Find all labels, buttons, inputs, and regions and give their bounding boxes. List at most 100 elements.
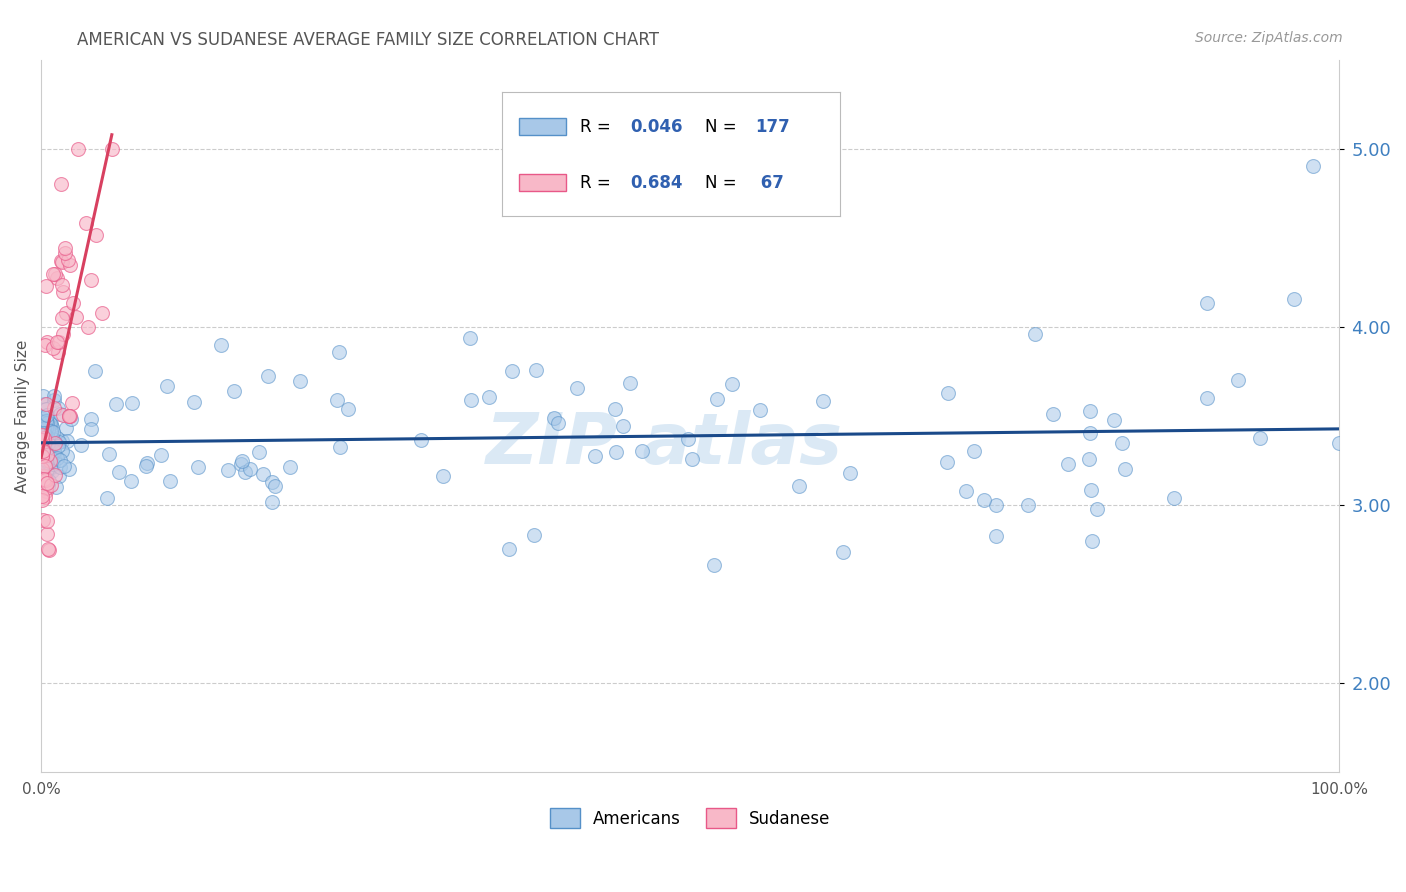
- Text: ZIP atlas: ZIP atlas: [485, 409, 842, 479]
- Point: [35, 401, 58, 416]
- Point: [1114, 461, 1136, 475]
- Point: [681, 451, 703, 466]
- Point: [31, 444, 53, 458]
- Point: [58, 409, 80, 423]
- Point: [1081, 533, 1104, 548]
- Point: [107, 465, 129, 479]
- Point: [35, 421, 58, 435]
- Point: [42, 446, 65, 460]
- Point: [31, 434, 53, 448]
- Point: [703, 558, 725, 572]
- Point: [32, 513, 55, 527]
- Point: [233, 465, 256, 479]
- Point: [32, 396, 55, 410]
- Point: [60, 396, 83, 410]
- Point: [458, 330, 481, 344]
- Point: [56, 434, 79, 449]
- Point: [121, 396, 143, 410]
- Point: [31, 432, 53, 446]
- Point: [62, 296, 84, 310]
- Point: [136, 456, 159, 470]
- Point: [1102, 413, 1125, 427]
- Point: [328, 344, 350, 359]
- Point: [48, 335, 70, 350]
- Point: [460, 392, 482, 407]
- Point: [44, 401, 66, 416]
- Legend: Americans, Sudanese: Americans, Sudanese: [543, 801, 838, 835]
- Point: [96, 491, 118, 506]
- Point: [252, 467, 274, 481]
- Point: [34, 434, 56, 448]
- Point: [32, 442, 55, 456]
- Point: [35, 416, 58, 430]
- Point: [39, 454, 62, 468]
- Point: [38, 474, 60, 488]
- Point: [53, 240, 76, 254]
- Point: [37, 423, 59, 437]
- Point: [706, 392, 728, 407]
- Point: [31, 438, 53, 452]
- Point: [44, 267, 66, 281]
- Point: [101, 142, 124, 156]
- Point: [49, 460, 72, 475]
- Point: [120, 474, 142, 488]
- Point: [65, 310, 87, 324]
- Point: [35, 433, 58, 447]
- Point: [58, 461, 80, 475]
- Point: [619, 376, 641, 390]
- Point: [32, 420, 55, 434]
- Point: [159, 475, 181, 489]
- Point: [936, 386, 959, 401]
- Point: [583, 450, 606, 464]
- Point: [249, 445, 271, 459]
- Point: [45, 450, 67, 465]
- Point: [46, 401, 69, 415]
- Point: [35, 453, 58, 467]
- Point: [59, 258, 82, 272]
- Point: [31, 469, 53, 483]
- Point: [56, 253, 79, 268]
- Point: [46, 335, 69, 350]
- Point: [34, 483, 56, 498]
- Point: [39, 447, 62, 461]
- Point: [51, 444, 73, 458]
- Point: [787, 478, 810, 492]
- Point: [32, 421, 55, 435]
- Point: [748, 402, 770, 417]
- Point: [936, 455, 959, 469]
- Point: [42, 432, 65, 446]
- Point: [32, 456, 55, 470]
- Point: [209, 338, 232, 352]
- Point: [38, 412, 60, 426]
- Point: [156, 379, 179, 393]
- Point: [524, 362, 547, 376]
- Point: [51, 278, 73, 293]
- Point: [49, 178, 72, 192]
- Point: [1085, 502, 1108, 516]
- Point: [839, 467, 862, 481]
- Y-axis label: Average Family Size: Average Family Size: [15, 339, 30, 492]
- Point: [31, 417, 53, 432]
- Point: [231, 454, 253, 468]
- Point: [51, 254, 73, 268]
- Point: [35, 414, 58, 428]
- Point: [37, 436, 59, 450]
- Point: [1302, 160, 1324, 174]
- Point: [35, 514, 58, 528]
- Point: [612, 419, 634, 434]
- Point: [329, 440, 352, 454]
- Point: [39, 426, 62, 441]
- Point: [41, 420, 63, 434]
- Point: [37, 542, 59, 557]
- Point: [31, 433, 53, 447]
- Point: [35, 414, 58, 428]
- Point: [1111, 435, 1133, 450]
- Point: [32, 445, 55, 459]
- Point: [1327, 435, 1350, 450]
- Point: [31, 428, 53, 442]
- Point: [1195, 295, 1218, 310]
- Point: [135, 459, 157, 474]
- Point: [34, 474, 56, 488]
- Point: [547, 417, 569, 431]
- Point: [501, 364, 523, 378]
